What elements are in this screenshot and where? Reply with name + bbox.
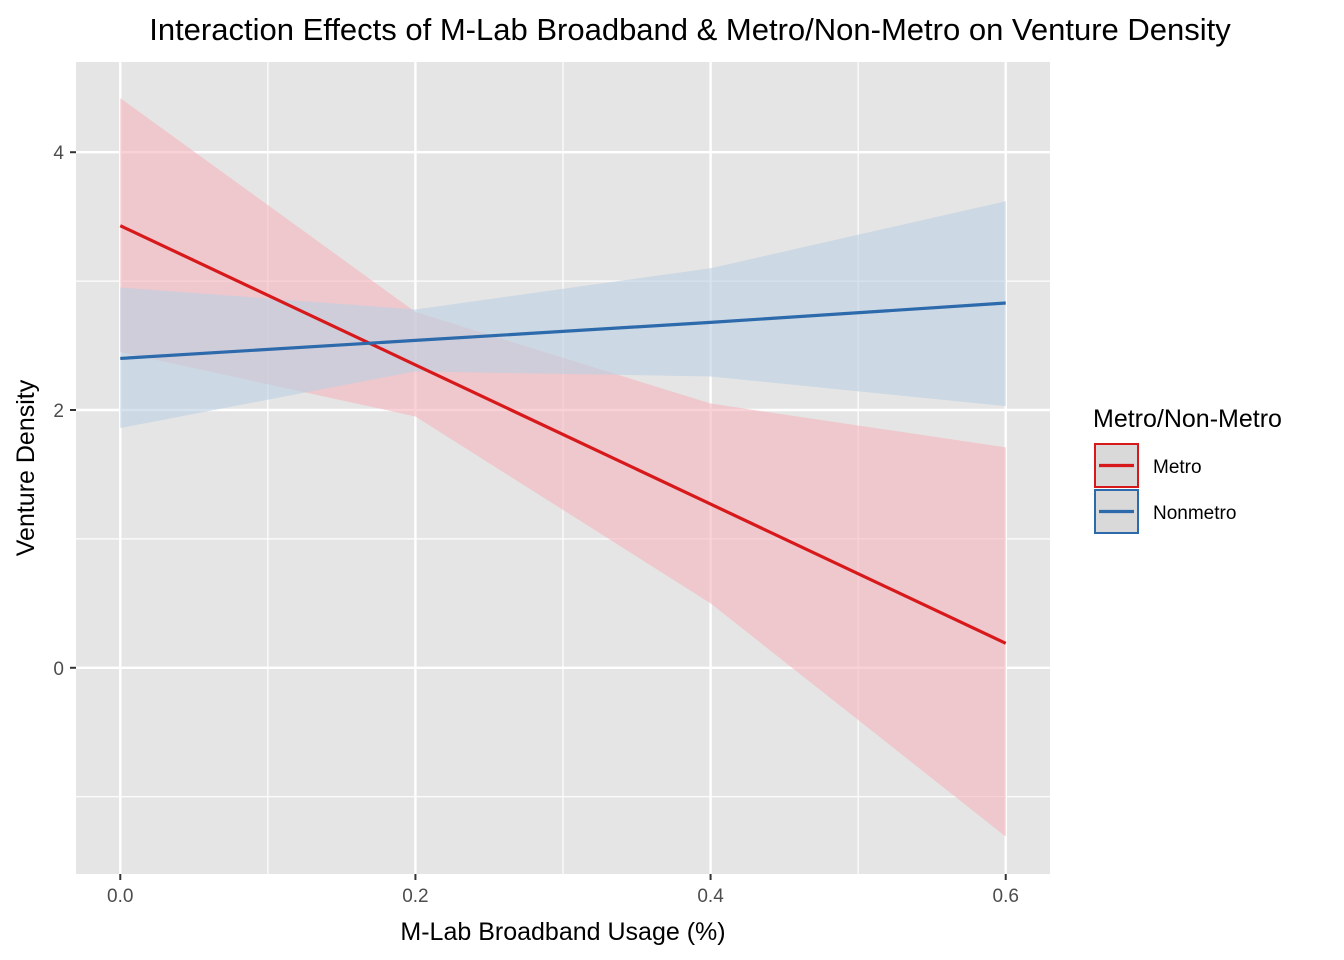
x-tick-label: 0.6 [993,886,1019,907]
legend-title: Metro/Non-Metro [1093,405,1282,433]
ribbon-metro [120,98,1006,837]
y-axis: 0 2 4 [53,143,76,680]
line-metro [119,224,1007,645]
x-tick-label: 0.0 [107,886,133,907]
x-tick-label: 0.2 [402,886,428,907]
legend-key-metro: Metro [1094,443,1202,488]
y-axis-title: Venture Density [12,379,40,556]
legend-keys: Metro Nonmetro [1094,443,1236,534]
legend-label: Metro [1153,457,1202,478]
legend-key-nonmetro: Nonmetro [1094,489,1236,534]
series-lines [119,224,1007,645]
y-tick-label: 0 [53,659,64,680]
y-tick-label: 2 [53,401,64,422]
y-tick-label: 4 [53,143,64,164]
x-tick-label: 0.4 [697,886,724,907]
ribbon-nonmetro [120,201,1006,429]
confidence-ribbons [120,98,1006,837]
legend-label: Nonmetro [1153,503,1236,524]
x-axis: 0.0 0.2 0.4 0.6 [107,874,1019,907]
line-nonmetro [120,301,1006,361]
legend: Metro/Non-Metro Metro Nonmetro [1093,405,1282,534]
chart-title: Interaction Effects of M-Lab Broadband &… [149,12,1231,47]
x-axis-title: M-Lab Broadband Usage (%) [400,918,725,946]
